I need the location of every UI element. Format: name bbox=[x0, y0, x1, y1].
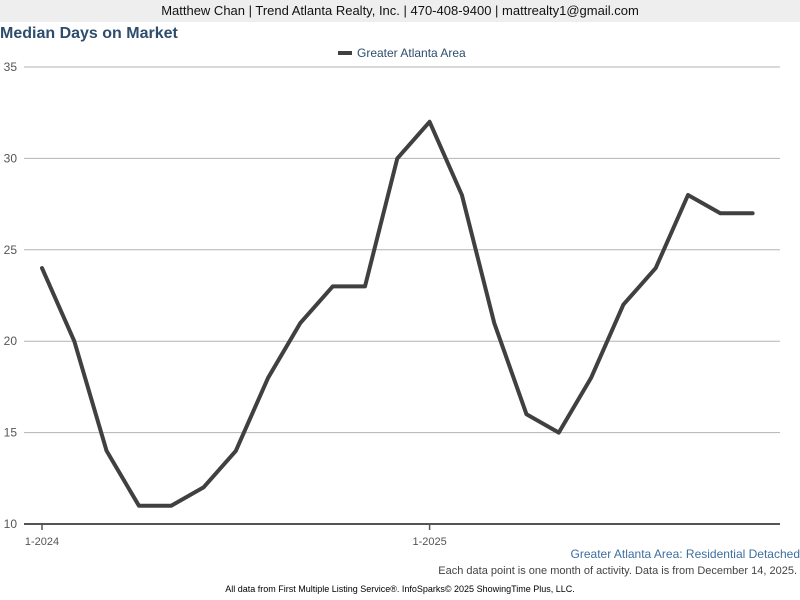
chart-title: Median Days on Market bbox=[0, 25, 178, 42]
x-tick-label: 1-2025 bbox=[412, 536, 446, 548]
activity-note: Each data point is one month of activity… bbox=[438, 565, 797, 577]
y-tick-label: 20 bbox=[4, 334, 18, 348]
contact-line: Matthew Chan | Trend Atlanta Realty, Inc… bbox=[161, 3, 639, 18]
x-tick-label: 1-2024 bbox=[25, 536, 59, 548]
series-description: Greater Atlanta Area: Residential Detach… bbox=[570, 547, 800, 561]
source-line: All data from First Multiple Listing Ser… bbox=[225, 584, 575, 594]
series-line-0 bbox=[40, 119, 755, 508]
y-tick-label: 15 bbox=[4, 426, 18, 440]
header-contact-bar: Matthew Chan | Trend Atlanta Realty, Inc… bbox=[0, 0, 800, 22]
y-tick-label: 30 bbox=[4, 151, 18, 165]
y-tick-label: 25 bbox=[4, 243, 18, 257]
legend-label: Greater Atlanta Area bbox=[357, 46, 466, 60]
y-tick-label: 35 bbox=[4, 60, 18, 74]
y-tick-label: 10 bbox=[4, 517, 18, 531]
